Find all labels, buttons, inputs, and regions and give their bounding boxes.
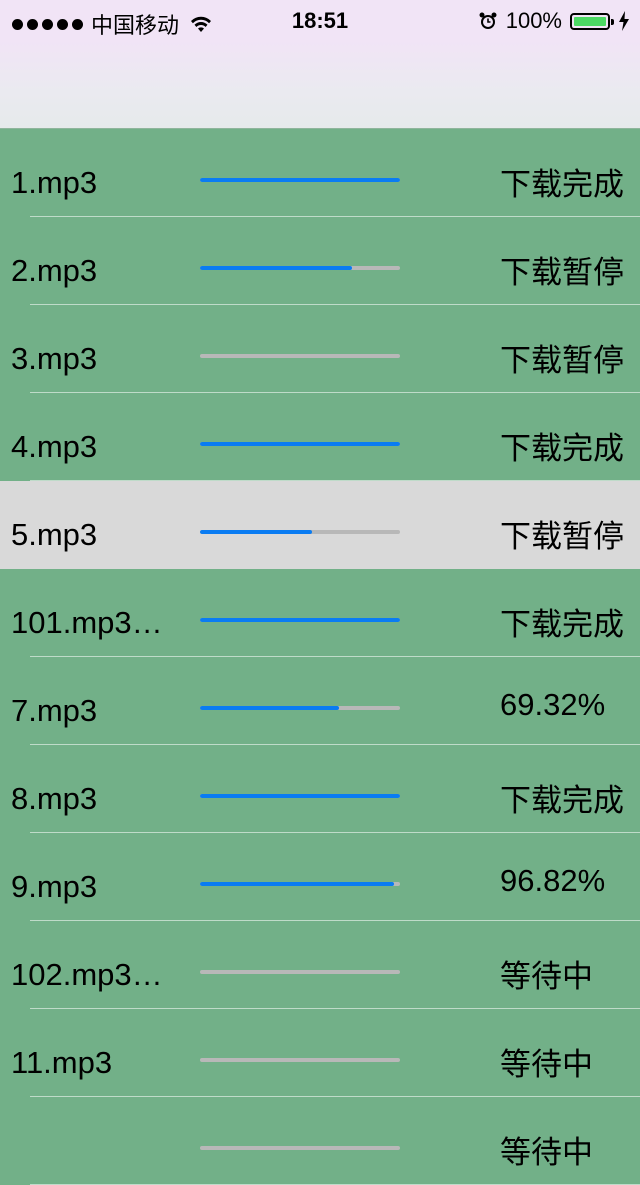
file-name: 9.mp3: [11, 869, 98, 904]
row-separator: [30, 656, 640, 657]
file-name: 11.mp3: [11, 1045, 113, 1080]
download-progress-bar: [200, 354, 400, 358]
file-name: 1.mp3: [11, 165, 98, 200]
row-separator: [30, 1096, 640, 1097]
row-separator: [30, 216, 640, 217]
download-progress-bar: [200, 530, 400, 534]
clock: 18:51: [291, 8, 349, 33]
download-progress-fill: [200, 882, 394, 886]
download-row[interactable]: 4.mp3 下载完成: [0, 393, 640, 481]
download-progress-bar: [200, 618, 400, 622]
download-progress-fill: [200, 178, 400, 182]
download-progress-fill: [200, 530, 312, 534]
download-progress-fill: [200, 618, 400, 622]
row-separator: [30, 832, 640, 833]
download-status: 下载暂停: [500, 255, 624, 290]
file-name: 2.mp3: [11, 253, 98, 288]
status-bar-right: 100%: [478, 8, 630, 34]
alarm-icon: [479, 12, 497, 29]
download-row[interactable]: 3.mp3 下载暂停: [0, 305, 640, 393]
download-progress-bar: [200, 266, 400, 270]
row-separator: [30, 480, 640, 481]
signal-strength-icon: [12, 18, 83, 30]
download-status: 下载完成: [500, 607, 624, 642]
download-progress-bar: [200, 970, 400, 974]
download-status: 等待中: [500, 959, 593, 994]
download-status: 下载完成: [500, 167, 624, 202]
download-progress-bar: [200, 442, 400, 446]
download-progress-bar: [200, 794, 400, 798]
download-progress-fill: [200, 442, 400, 446]
download-status: 下载完成: [500, 783, 624, 818]
file-name: 7.mp3: [11, 693, 98, 728]
download-status: 下载暂停: [500, 343, 624, 378]
charging-bolt-icon: [619, 11, 629, 31]
download-row[interactable]: 8.mp3 下载完成: [0, 745, 640, 833]
file-name: 102.mp3…: [11, 957, 163, 992]
row-separator: [30, 304, 640, 305]
file-name: 4.mp3: [11, 429, 98, 464]
battery-percentage: 100%: [505, 8, 562, 33]
download-progress-bar: [200, 882, 400, 886]
row-separator: [30, 392, 640, 393]
download-progress-bar: [200, 1146, 400, 1150]
download-row[interactable]: 1.mp3 下载完成: [0, 129, 640, 217]
file-name: 5.mp3: [11, 517, 98, 552]
file-name: 101.mp3…: [11, 605, 163, 640]
download-row[interactable]: 11.mp3 等待中: [0, 1009, 640, 1097]
download-status: 等待中: [500, 1047, 593, 1082]
download-progress-bar: [200, 706, 400, 710]
status-bar: 中国移动 18:51 100%: [0, 0, 640, 40]
download-row[interactable]: 2.mp3 下载暂停: [0, 217, 640, 305]
download-status: 69.32%: [500, 687, 606, 722]
download-progress-fill: [200, 266, 352, 270]
file-name: 8.mp3: [11, 781, 98, 816]
download-row[interactable]: 5.mp3 下载暂停: [0, 481, 640, 569]
download-row[interactable]: 102.mp3… 等待中: [0, 921, 640, 1009]
row-separator: [30, 1008, 640, 1009]
download-status: 等待中: [500, 1135, 593, 1170]
row-separator: [30, 744, 640, 745]
status-bar-left: 中国移动: [12, 8, 213, 40]
download-status: 下载暂停: [500, 519, 624, 554]
download-status: 96.82%: [500, 863, 606, 898]
carrier-name: 中国移动: [91, 13, 180, 38]
download-status: 下载完成: [500, 431, 624, 466]
download-row[interactable]: 9.mp3 96.82%: [0, 833, 640, 921]
download-progress-fill: [200, 706, 339, 710]
file-name: 3.mp3: [11, 341, 98, 376]
download-row[interactable]: 7.mp3 69.32%: [0, 657, 640, 745]
download-progress-bar: [200, 178, 400, 182]
download-progress-bar: [200, 1058, 400, 1062]
download-row[interactable]: 等待中: [0, 1097, 640, 1185]
wifi-icon: [191, 16, 212, 32]
download-row[interactable]: 101.mp3… 下载完成: [0, 569, 640, 657]
row-separator: [30, 920, 640, 921]
download-progress-fill: [200, 794, 400, 798]
navigation-bar: [0, 40, 640, 129]
battery-icon: [570, 12, 614, 30]
download-list[interactable]: 1.mp3 下载完成 2.mp3 下载暂停 3.mp3 下载暂停 4.mp3 下载完成 5.mp…: [0, 129, 640, 1185]
